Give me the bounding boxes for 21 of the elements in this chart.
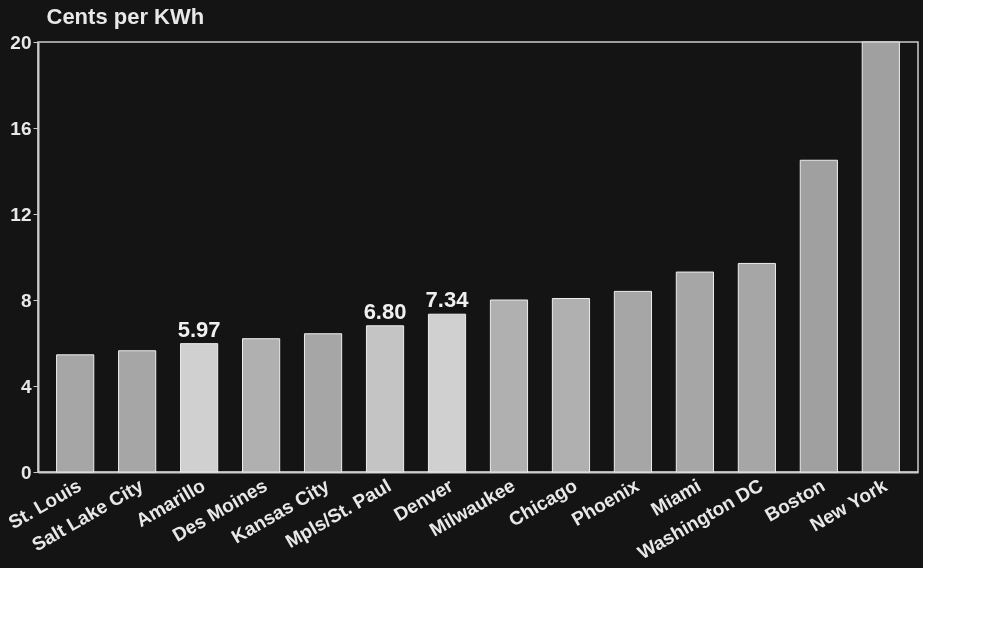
data-label: 7.34 bbox=[425, 287, 470, 313]
y-tick-label: 16 bbox=[10, 117, 32, 139]
y-tick-label: 20 bbox=[10, 31, 32, 53]
bar bbox=[489, 299, 529, 473]
bar bbox=[551, 298, 591, 473]
bar bbox=[675, 271, 714, 473]
y-tick-label: 8 bbox=[20, 289, 32, 311]
bar bbox=[118, 350, 157, 473]
y-tick-label: 4 bbox=[20, 375, 32, 397]
bar bbox=[737, 262, 776, 473]
data-label: 6.80 bbox=[363, 298, 407, 324]
bar bbox=[613, 290, 653, 473]
y-tick-label: 12 bbox=[10, 203, 32, 225]
bar bbox=[799, 159, 838, 473]
data-label: 5.97 bbox=[177, 316, 221, 342]
bar bbox=[861, 41, 900, 473]
bar bbox=[303, 333, 343, 473]
y-axis-title: Cents per KWh bbox=[46, 3, 205, 29]
bar bbox=[56, 354, 95, 473]
bar bbox=[242, 338, 281, 473]
y-tick-label: 0 bbox=[20, 461, 32, 483]
